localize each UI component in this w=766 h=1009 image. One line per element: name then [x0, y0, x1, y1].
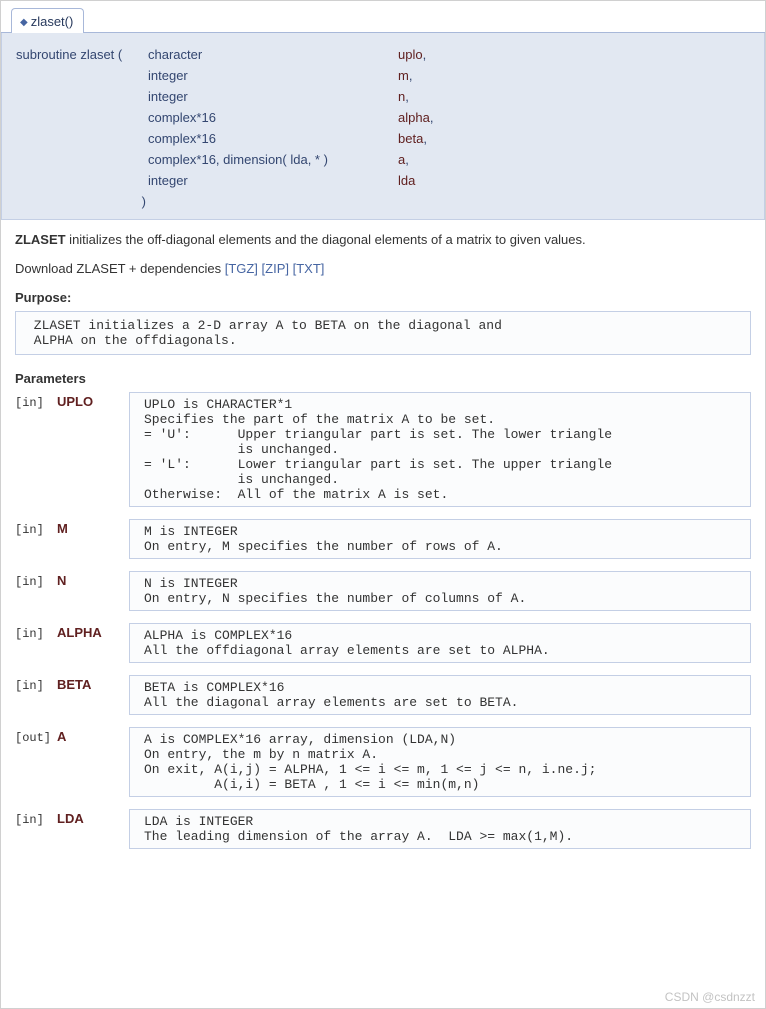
parameter-row: [in]NN is INTEGER On entry, N specifies … — [15, 571, 751, 623]
parameter-name: M — [57, 519, 129, 571]
summary-paragraph: ZLASET initializes the off-diagonal elem… — [15, 232, 751, 247]
purpose-box: ZLASET initializes a 2-D array A to BETA… — [15, 311, 751, 355]
parameter-description-cell: BETA is COMPLEX*16 All the diagonal arra… — [129, 675, 751, 727]
parameter-direction: [in] — [15, 675, 57, 727]
parameter-description: LDA is INTEGER The leading dimension of … — [129, 809, 751, 849]
signature-type: character — [148, 45, 396, 64]
signature-arg: alpha, — [398, 108, 433, 127]
signature-prefix — [16, 87, 146, 106]
parameter-description: A is COMPLEX*16 array, dimension (LDA,N)… — [129, 727, 751, 797]
signature-prefix — [16, 129, 146, 148]
signature-arg-name: m — [398, 68, 409, 83]
signature-prefix — [16, 108, 146, 127]
parameters-heading: Parameters — [15, 371, 751, 386]
parameter-direction: [out] — [15, 727, 57, 809]
tab-bar: ◆zlaset() — [1, 1, 765, 33]
parameter-row: [in]MM is INTEGER On entry, M specifies … — [15, 519, 751, 571]
bullet-icon: ◆ — [20, 17, 28, 28]
parameter-name: ALPHA — [57, 623, 129, 675]
parameter-description: M is INTEGER On entry, M specifies the n… — [129, 519, 751, 559]
parameter-row: [in]BETABETA is COMPLEX*16 All the diago… — [15, 675, 751, 727]
parameter-direction: [in] — [15, 623, 57, 675]
parameter-name: BETA — [57, 675, 129, 727]
parameter-direction: [in] — [15, 392, 57, 519]
parameter-direction: [in] — [15, 519, 57, 571]
link-tgz[interactable]: [TGZ] — [225, 261, 258, 276]
signature-panel: subroutine zlaset (characteruplo,integer… — [1, 33, 765, 220]
signature-arg-comma: , — [405, 89, 409, 104]
parameter-name: N — [57, 571, 129, 623]
parameter-direction: [in] — [15, 809, 57, 861]
signature-arg-name: beta — [398, 131, 423, 146]
content-area: ZLASET initializes the off-diagonal elem… — [1, 220, 765, 871]
parameter-description-cell: ALPHA is COMPLEX*16 All the offdiagonal … — [129, 623, 751, 675]
link-txt[interactable]: [TXT] — [293, 261, 325, 276]
signature-type: complex*16 — [148, 108, 396, 127]
signature-arg-name: lda — [398, 173, 415, 188]
parameters-table: [in]UPLOUPLO is CHARACTER*1 Specifies th… — [15, 392, 751, 861]
signature-type: integer — [148, 87, 396, 106]
signature-prefix: subroutine zlaset ( — [16, 45, 146, 64]
download-line: Download ZLASET + dependencies [TGZ] [ZI… — [15, 261, 751, 276]
page: ◆zlaset() subroutine zlaset (characterup… — [0, 0, 766, 1009]
signature-arg: m, — [398, 66, 433, 85]
summary-rest: initializes the off-diagonal elements an… — [66, 232, 586, 247]
signature-prefix — [16, 171, 146, 190]
signature-row: complex*16beta, — [16, 129, 433, 148]
signature-arg-comma: , — [430, 110, 434, 125]
download-text: Download ZLASET + dependencies — [15, 261, 225, 276]
signature-arg-comma: , — [405, 152, 409, 167]
signature-arg-name: alpha — [398, 110, 430, 125]
parameter-name: A — [57, 727, 129, 809]
purpose-heading: Purpose: — [15, 290, 751, 305]
signature-arg-comma: , — [423, 131, 427, 146]
parameter-row: [in]UPLOUPLO is CHARACTER*1 Specifies th… — [15, 392, 751, 519]
signature-close: ) — [16, 192, 146, 211]
signature-row: subroutine zlaset (characteruplo, — [16, 45, 433, 64]
parameter-row: [in]ALPHAALPHA is COMPLEX*16 All the off… — [15, 623, 751, 675]
tab-title: zlaset() — [31, 14, 74, 29]
signature-row: integerlda — [16, 171, 433, 190]
signature-type: complex*16 — [148, 129, 396, 148]
link-zip[interactable]: [ZIP] — [262, 261, 289, 276]
signature-arg: uplo, — [398, 45, 433, 64]
parameter-row: [in]LDALDA is INTEGER The leading dimens… — [15, 809, 751, 861]
signature-prefix — [16, 66, 146, 85]
signature-row: integern, — [16, 87, 433, 106]
signature-close-row: ) — [16, 192, 433, 211]
signature-arg-comma: , — [409, 68, 413, 83]
signature-arg: a, — [398, 150, 433, 169]
summary-strong: ZLASET — [15, 232, 66, 247]
parameter-description-cell: A is COMPLEX*16 array, dimension (LDA,N)… — [129, 727, 751, 809]
signature-prefix — [16, 150, 146, 169]
signature-table: subroutine zlaset (characteruplo,integer… — [14, 43, 435, 213]
parameter-row: [out]AA is COMPLEX*16 array, dimension (… — [15, 727, 751, 809]
tab-zlaset[interactable]: ◆zlaset() — [11, 8, 84, 33]
parameter-description-cell: M is INTEGER On entry, M specifies the n… — [129, 519, 751, 571]
signature-row: complex*16alpha, — [16, 108, 433, 127]
parameter-description-cell: LDA is INTEGER The leading dimension of … — [129, 809, 751, 861]
signature-arg-name: uplo — [398, 47, 423, 62]
parameter-description-cell: UPLO is CHARACTER*1 Specifies the part o… — [129, 392, 751, 519]
signature-arg: beta, — [398, 129, 433, 148]
signature-arg: n, — [398, 87, 433, 106]
signature-row: integerm, — [16, 66, 433, 85]
parameter-direction: [in] — [15, 571, 57, 623]
signature-arg-comma: , — [423, 47, 427, 62]
parameter-name: UPLO — [57, 392, 129, 519]
signature-type: integer — [148, 171, 396, 190]
signature-type: complex*16, dimension( lda, * ) — [148, 150, 396, 169]
signature-row: complex*16, dimension( lda, * )a, — [16, 150, 433, 169]
parameter-description-cell: N is INTEGER On entry, N specifies the n… — [129, 571, 751, 623]
parameter-description: ALPHA is COMPLEX*16 All the offdiagonal … — [129, 623, 751, 663]
watermark: CSDN @csdnzzt — [665, 990, 755, 1004]
parameter-description: UPLO is CHARACTER*1 Specifies the part o… — [129, 392, 751, 507]
parameter-name: LDA — [57, 809, 129, 861]
signature-type: integer — [148, 66, 396, 85]
parameter-description: N is INTEGER On entry, N specifies the n… — [129, 571, 751, 611]
signature-arg: lda — [398, 171, 433, 190]
parameter-description: BETA is COMPLEX*16 All the diagonal arra… — [129, 675, 751, 715]
